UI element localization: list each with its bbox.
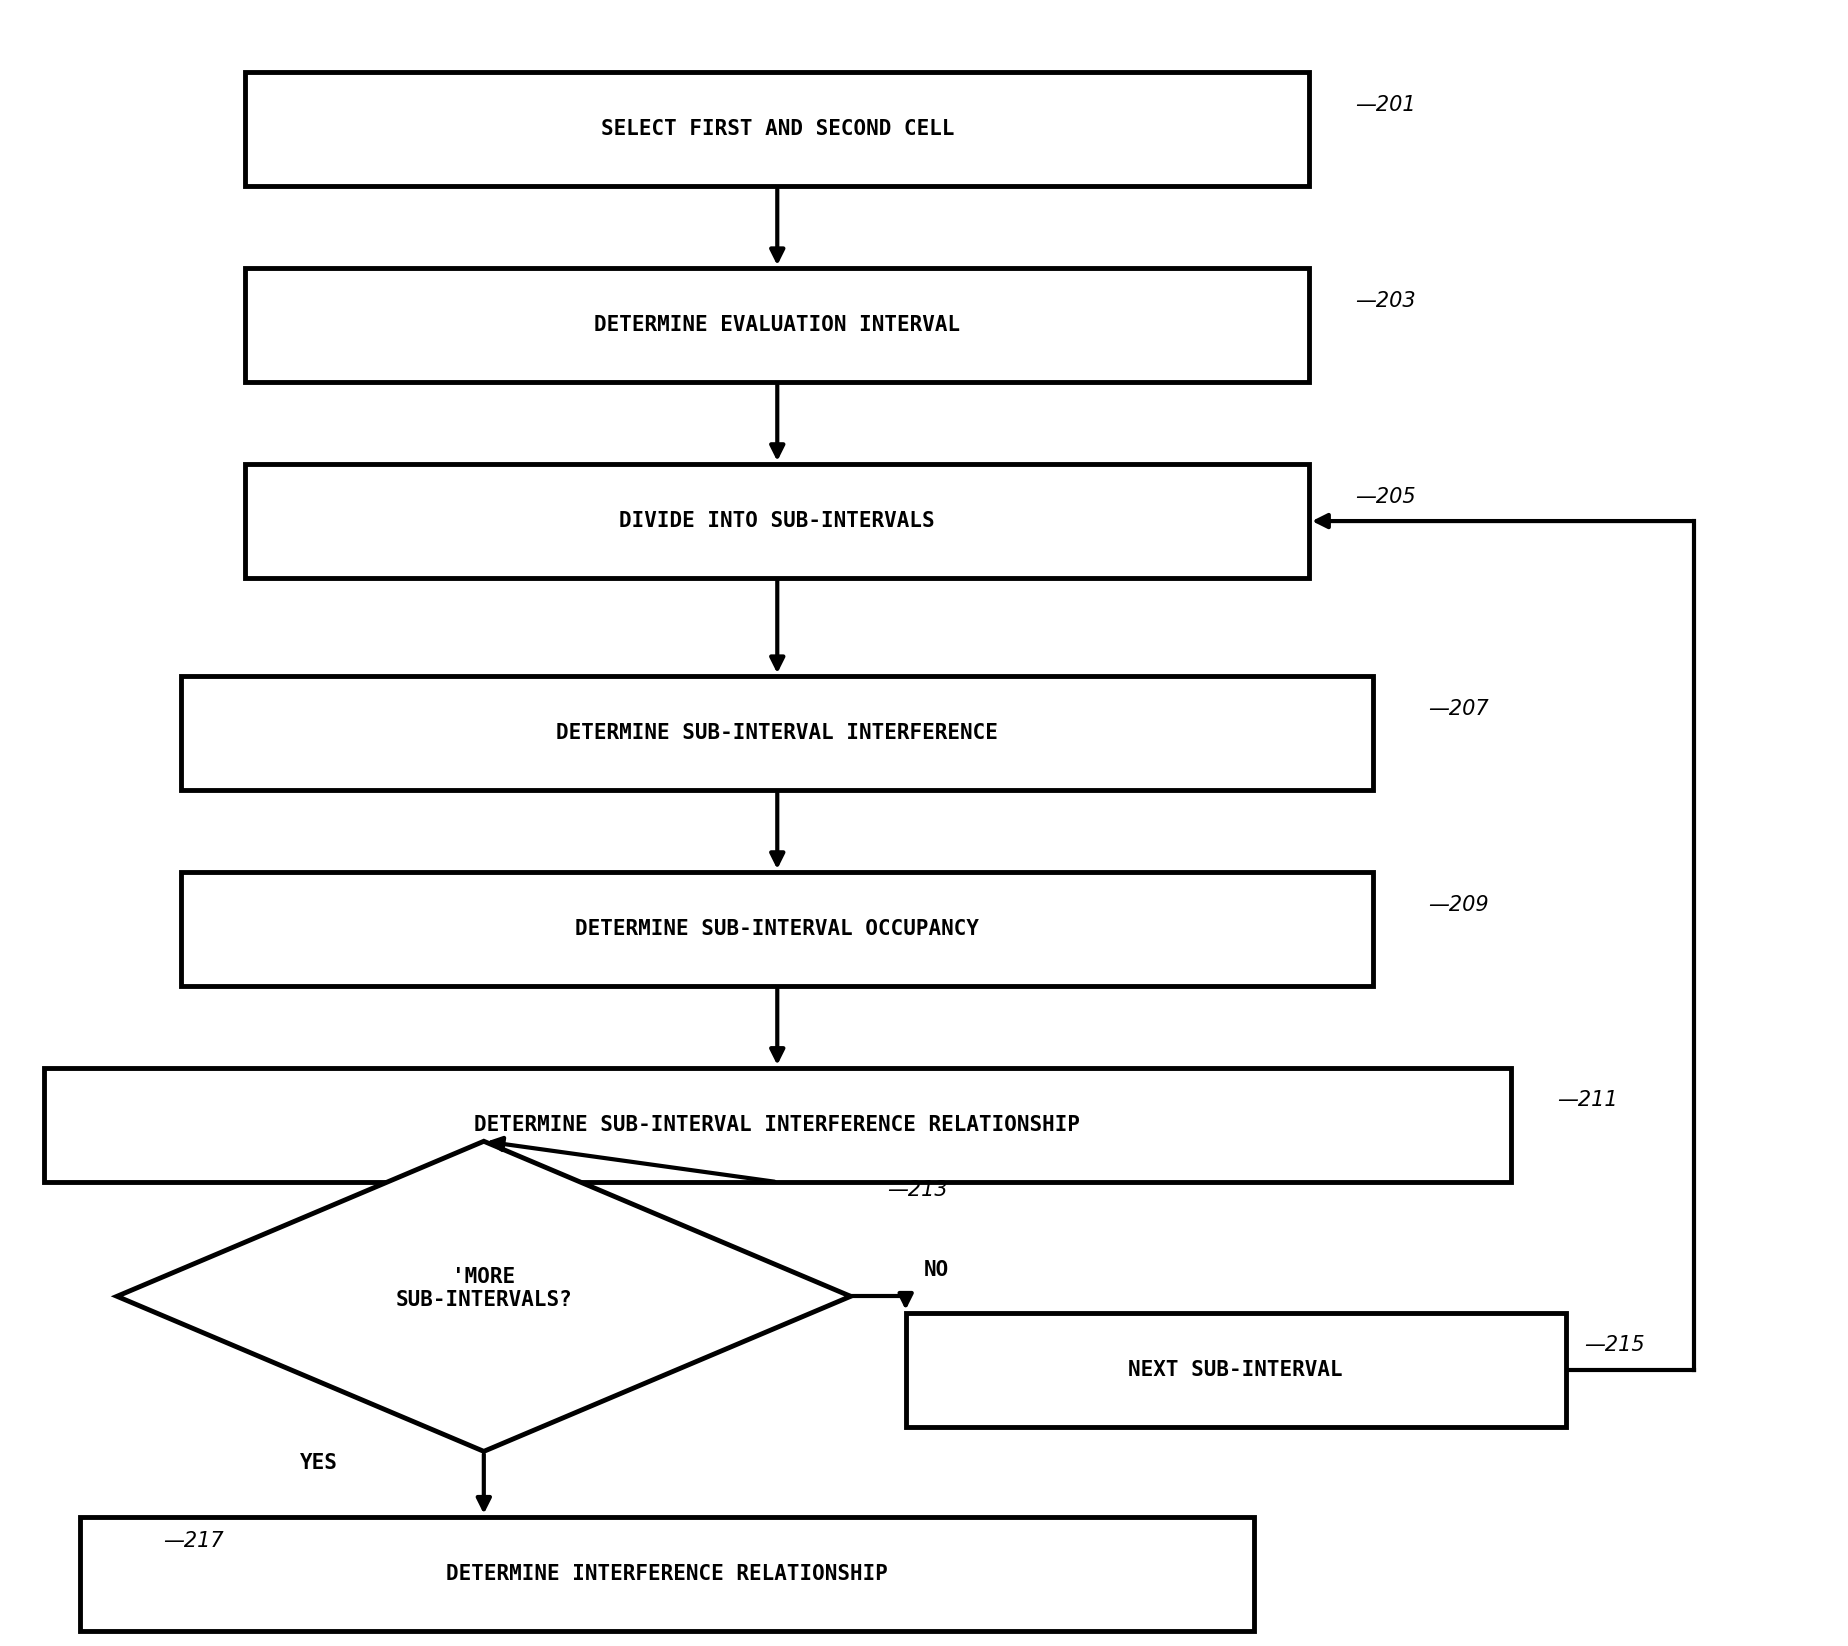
Text: —205: —205 — [1355, 487, 1416, 507]
Text: DIVIDE INTO SUB-INTERVALS: DIVIDE INTO SUB-INTERVALS — [619, 510, 935, 532]
FancyBboxPatch shape — [181, 677, 1373, 790]
Text: —213: —213 — [887, 1180, 948, 1200]
Text: —209: —209 — [1429, 895, 1489, 915]
Text: SELECT FIRST AND SECOND CELL: SELECT FIRST AND SECOND CELL — [601, 120, 954, 140]
Text: DETERMINE SUB-INTERVAL OCCUPANCY: DETERMINE SUB-INTERVAL OCCUPANCY — [575, 918, 979, 940]
Text: —201: —201 — [1355, 95, 1416, 115]
Text: YES: YES — [299, 1453, 338, 1473]
Text: DETERMINE SUB-INTERVAL INTERFERENCE: DETERMINE SUB-INTERVAL INTERFERENCE — [556, 723, 998, 744]
FancyBboxPatch shape — [44, 1068, 1512, 1182]
FancyBboxPatch shape — [906, 1312, 1565, 1427]
Text: NO: NO — [924, 1261, 950, 1281]
Text: —217: —217 — [163, 1531, 224, 1551]
FancyBboxPatch shape — [246, 464, 1308, 578]
Text: —203: —203 — [1355, 291, 1416, 311]
FancyBboxPatch shape — [79, 1516, 1255, 1631]
Text: —207: —207 — [1429, 700, 1489, 719]
Text: DETERMINE EVALUATION INTERVAL: DETERMINE EVALUATION INTERVAL — [595, 314, 961, 336]
Text: —215: —215 — [1584, 1335, 1645, 1355]
Text: NEXT SUB-INTERVAL: NEXT SUB-INTERVAL — [1129, 1360, 1343, 1379]
Polygon shape — [116, 1141, 850, 1452]
FancyBboxPatch shape — [246, 268, 1308, 382]
FancyBboxPatch shape — [181, 872, 1373, 986]
Text: DETERMINE SUB-INTERVAL INTERFERENCE RELATIONSHIP: DETERMINE SUB-INTERVAL INTERFERENCE RELA… — [475, 1114, 1081, 1136]
Text: 'MORE
SUB-INTERVALS?: 'MORE SUB-INTERVALS? — [395, 1266, 573, 1310]
Text: —211: —211 — [1556, 1090, 1617, 1111]
Text: DETERMINE INTERFERENCE RELATIONSHIP: DETERMINE INTERFERENCE RELATIONSHIP — [445, 1564, 889, 1583]
FancyBboxPatch shape — [246, 72, 1308, 186]
